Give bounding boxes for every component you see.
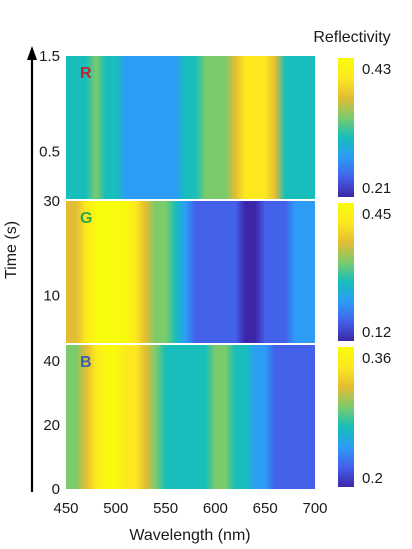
colorbar-max-label: 0.36 (362, 350, 391, 367)
colorbar-min-label: 0.2 (362, 470, 383, 487)
y-tick-label: 0.5 (39, 143, 60, 160)
colorbar-b (338, 347, 354, 487)
x-tick-label: 550 (153, 500, 178, 517)
colorbar-max-label: 0.45 (362, 206, 391, 223)
panel-letter-b: B (80, 354, 92, 371)
y-tick-label: 1.5 (39, 48, 60, 65)
panel-b: B (66, 345, 315, 489)
x-tick-label: 700 (302, 500, 327, 517)
heatmap-panel-g (66, 201, 315, 343)
colorbar-min-label: 0.21 (362, 180, 391, 197)
heatmap-panel-r (66, 56, 315, 199)
colorbar-title: Reflectivity (313, 29, 390, 46)
time-arrow-head (27, 46, 37, 60)
y-tick-label: 20 (43, 417, 60, 434)
heatmap-panel-b (66, 345, 315, 489)
y-tick-label: 40 (43, 353, 60, 370)
panel-letter-r: R (80, 65, 92, 82)
colorbars: 0.43 0.21 0.45 0.12 0.36 0.2 (338, 58, 391, 487)
x-tick-label: 600 (203, 500, 228, 517)
time-arrow (27, 46, 37, 492)
colorbar-g (338, 203, 354, 341)
y-tick-label: 30 (43, 193, 60, 210)
y-tick-label: 0 (52, 481, 60, 498)
colorbar-r (338, 58, 354, 197)
y-tick-labels: 0.5 1.5 10 30 0 20 40 (39, 48, 60, 498)
y-tick-label: 10 (43, 288, 60, 305)
y-axis-label: Time (s) (3, 221, 20, 279)
x-tick-labels: 450 500 550 600 650 700 (53, 500, 327, 517)
colorbar-max-label: 0.43 (362, 61, 391, 78)
panel-letter-g: G (80, 210, 92, 227)
heatmap-panels: R G B (66, 56, 315, 489)
x-tick-label: 450 (53, 500, 78, 517)
colorbar-min-label: 0.12 (362, 324, 391, 341)
x-tick-label: 500 (103, 500, 128, 517)
x-axis-label: Wavelength (nm) (129, 527, 250, 544)
x-tick-label: 650 (253, 500, 278, 517)
panel-r: R (66, 56, 315, 199)
panel-g: G (66, 201, 315, 343)
